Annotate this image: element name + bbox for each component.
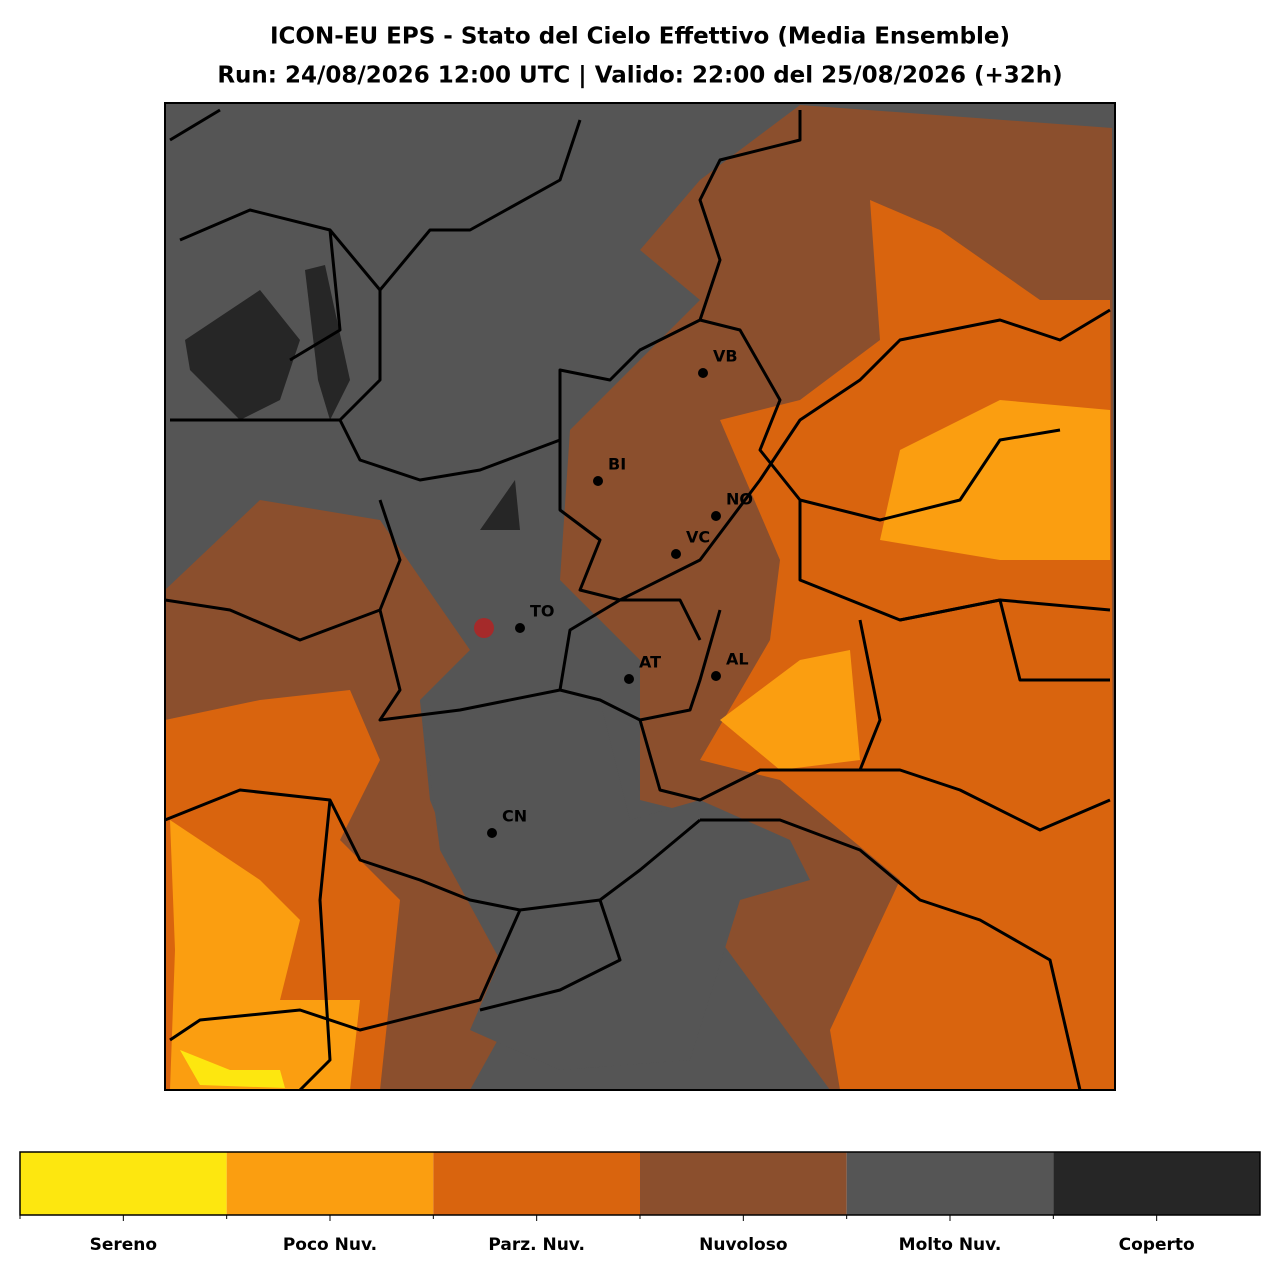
colorbar-swatch [1053,1152,1260,1215]
city-label: VB [713,347,738,366]
city-dot [671,549,681,559]
city-label: AT [639,653,661,672]
city-dot [711,511,721,521]
colorbar-swatch [433,1152,640,1215]
colorbar-swatch [226,1152,434,1215]
city-dot [487,828,497,838]
city-label: TO [530,602,555,621]
colorbar-swatch [640,1152,847,1215]
colorbar-label: Parz. Nuv. [488,1235,585,1255]
city-label: AL [726,650,749,669]
cities: VB BI NO VC TO AT AL CN [487,347,753,838]
city-label: CN [502,807,527,826]
colorbar-label: Sereno [90,1235,157,1255]
city-dot [593,476,603,486]
title-line: Run: 24/08/2026 12:00 UTC | Valido: 22:0… [217,63,1062,89]
city-label: NO [726,490,753,509]
city-dot [698,368,708,378]
colorbar-swatch [846,1152,1054,1215]
city-label: BI [608,455,626,474]
colorbar-label: Molto Nuv. [899,1235,1002,1255]
map [164,102,1116,1091]
marker-dot [474,618,494,638]
city-dot [711,671,721,681]
colorbar-frame [19,1151,1261,1216]
city-dot [515,623,525,633]
colorbar-label: Nuvoloso [699,1235,787,1255]
city-label: VC [686,528,710,547]
colorbar-swatch [20,1152,227,1215]
title-line: ICON-EU EPS - Stato del Cielo Effettivo … [270,24,1010,50]
colorbar-label: Poco Nuv. [283,1235,377,1255]
city-dot [624,674,634,684]
colorbar-label: Coperto [1119,1235,1195,1255]
colorbar: Sereno Poco Nuv. Parz. Nuv. Nuvoloso Molto N… [19,1151,1261,1255]
